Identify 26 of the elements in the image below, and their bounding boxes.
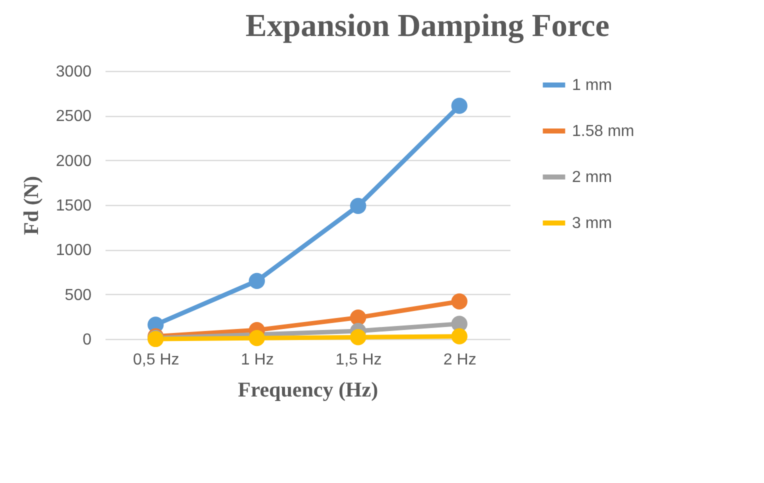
chart-title: Expansion Damping Force [246, 7, 610, 44]
y-tick-label: 3000 [56, 64, 92, 80]
x-axis-title: Frequency (Hz) [238, 378, 378, 402]
legend-label: 2 mm [572, 169, 612, 186]
y-tick-label: 1500 [56, 198, 92, 214]
x-tick-label: 0,5 Hz [133, 352, 180, 368]
point [451, 293, 468, 310]
y-axis-title: Fd (N) [18, 176, 43, 235]
point [451, 328, 468, 344]
y-tick-label: 1000 [56, 242, 92, 260]
point [350, 198, 366, 214]
point [451, 98, 468, 114]
point [248, 272, 265, 289]
y-tick-label: 0 [82, 332, 92, 348]
y-tick-label: 500 [64, 286, 92, 304]
x-tick-label: 2 Hz [443, 352, 476, 368]
legend-label: 1 mm [572, 77, 612, 94]
y-tick-label: 2500 [56, 108, 92, 126]
point [248, 330, 265, 346]
y-tick-label: 2000 [56, 152, 92, 170]
x-tick-label: 1,5 Hz [336, 352, 382, 368]
legend-label: 3 mm [572, 215, 612, 232]
point [350, 329, 366, 346]
point [350, 310, 366, 326]
legend-label: 1.58 mm [572, 123, 634, 140]
x-tick-label: 1 Hz [240, 352, 274, 368]
